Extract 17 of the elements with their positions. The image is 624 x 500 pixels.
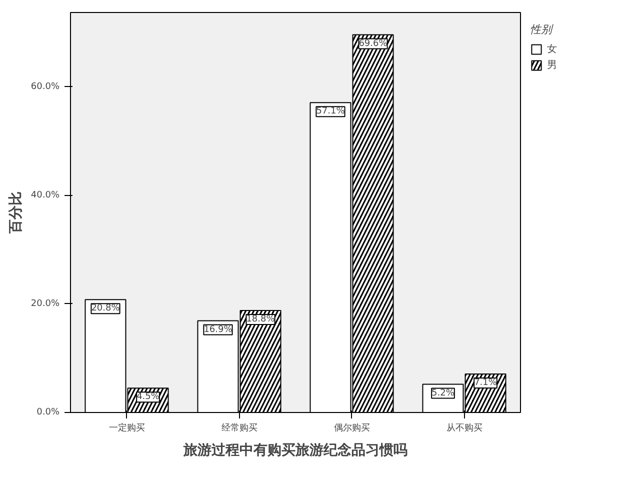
data-label: 5.2% (432, 388, 455, 398)
x-tick-label: 一定购买 (108, 422, 145, 434)
legend-title: 性别 (530, 23, 554, 37)
y-axis-title: 百分比 (6, 192, 23, 234)
y-tick-label: 60.0% (30, 82, 60, 92)
data-label: 7.1% (474, 378, 498, 388)
x-tick-label: 经常购买 (221, 422, 258, 434)
x-tick-label: 从不购买 (446, 422, 482, 434)
data-label: 18.8% (246, 314, 276, 324)
y-tick-label: 40.0% (30, 190, 60, 200)
legend-label: 男 (547, 59, 558, 72)
legend-label: 女 (547, 43, 558, 56)
x-tick-label: 偶尔购买 (334, 422, 370, 434)
y-tick-label: 0.0% (36, 408, 60, 418)
x-axis-title: 旅游过程中有购买旅游纪念品习惯吗 (182, 442, 408, 458)
y-tick-label: 20.0% (30, 298, 60, 309)
data-label: 4.5% (136, 392, 160, 402)
